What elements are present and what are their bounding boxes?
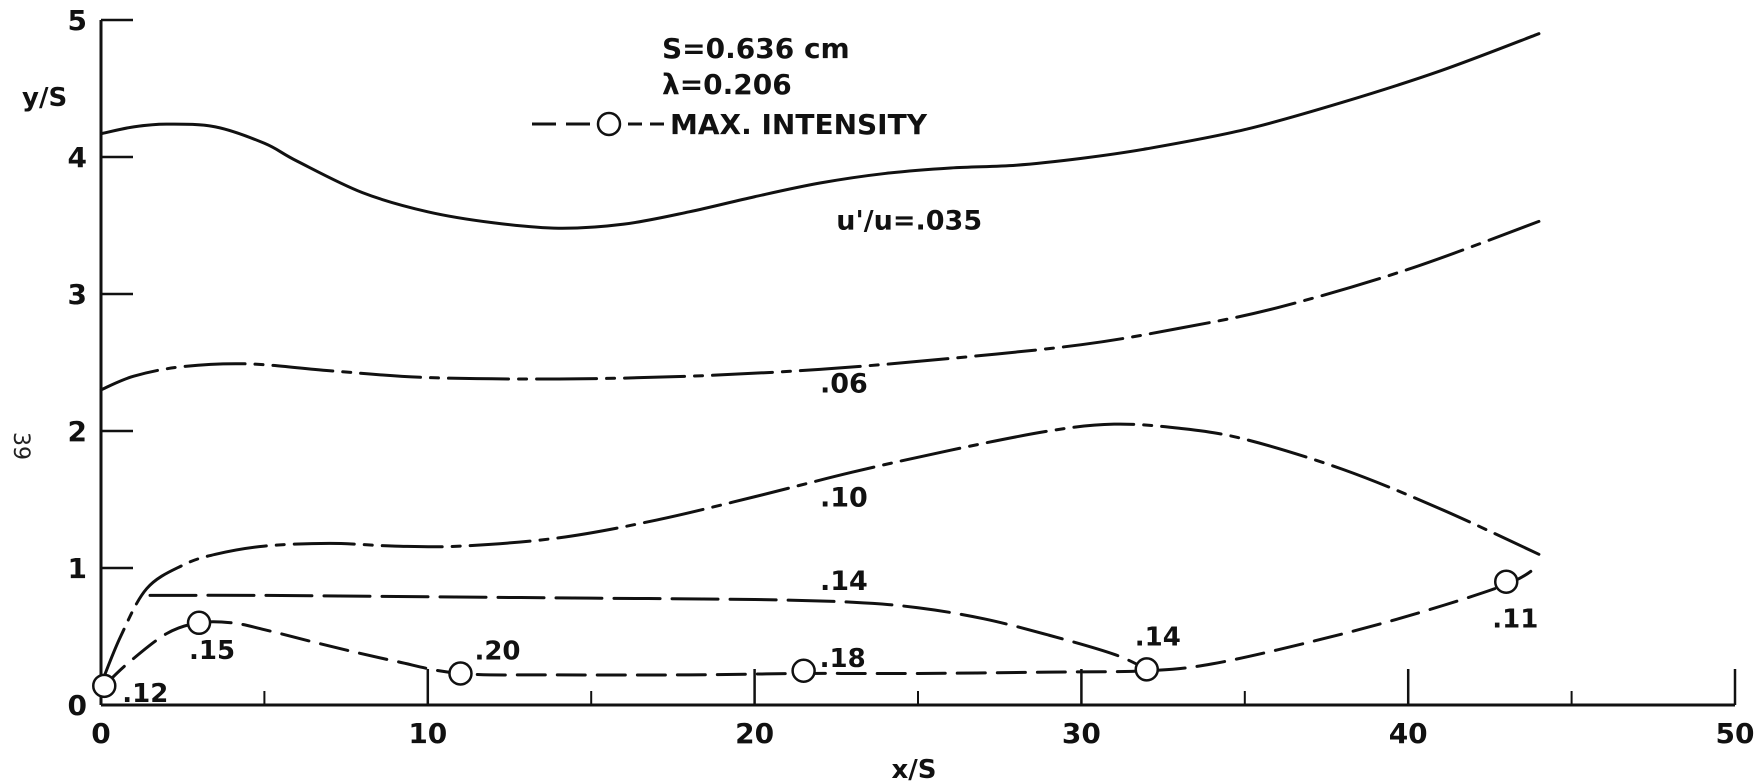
legend: MAX. INTENSITY (532, 108, 928, 141)
max-intensity-label: .14 (1135, 622, 1181, 652)
curve-label: .14 (820, 566, 868, 597)
y-tick-label: 1 (68, 552, 87, 585)
max-intensity-marker (448, 661, 473, 686)
series-line-3 (148, 593, 1149, 671)
x-axis-title: x/S (892, 755, 937, 784)
curve-label: .10 (820, 482, 868, 513)
x-tick-label: 40 (1389, 717, 1428, 750)
max-intensity-label: .11 (1492, 605, 1538, 635)
y-tick-label: 3 (68, 278, 87, 311)
max-intensity-label: .15 (189, 636, 235, 666)
parameter-lambda: λ=0.206 (662, 68, 792, 101)
max-intensity-marker (791, 658, 816, 683)
ticks: 0 10 20 30 40 50 0 1 2 3 4 5 (68, 4, 1755, 750)
max-intensity-marker (1134, 657, 1160, 682)
series-line-4 (102, 563, 1541, 688)
y-tick-label: 5 (68, 4, 87, 37)
max-intensity-marker (92, 673, 117, 699)
x-tick-label: 50 (1716, 717, 1755, 750)
max-intensity-marker (186, 610, 212, 636)
x-tick-label: 0 (91, 717, 110, 750)
series-line-1 (99, 219, 1541, 392)
y-tick-label: 2 (68, 415, 87, 448)
x-tick-label: 20 (735, 717, 774, 750)
max-intensity-label: .12 (122, 679, 168, 709)
markers: .12 .15 .20 .18 .14 .11 (92, 569, 1538, 709)
parameter-spacing: S=0.636 cm (662, 32, 850, 65)
y-tick-label: 4 (68, 141, 87, 174)
series-layer (99, 32, 1541, 688)
max-intensity-marker (1493, 569, 1519, 594)
labels: u'/u=.035 .06 .10 .14 (820, 206, 982, 597)
legend-marker (596, 111, 622, 137)
x-tick-label: 30 (1062, 717, 1101, 750)
x-tick-label: 10 (408, 717, 447, 750)
series-line-2 (99, 422, 1541, 686)
max-intensity-label: .18 (820, 644, 866, 674)
legend-label: MAX. INTENSITY (670, 108, 928, 141)
max-intensity-label: .20 (474, 636, 520, 666)
curve-label: u'/u=.035 (836, 206, 982, 237)
y-axis-title: y/S (22, 83, 67, 113)
page-number: 39 (8, 432, 33, 460)
y-tick-label: 0 (68, 689, 87, 722)
curve-label: .06 (820, 369, 868, 400)
series-line-0 (99, 32, 1541, 230)
